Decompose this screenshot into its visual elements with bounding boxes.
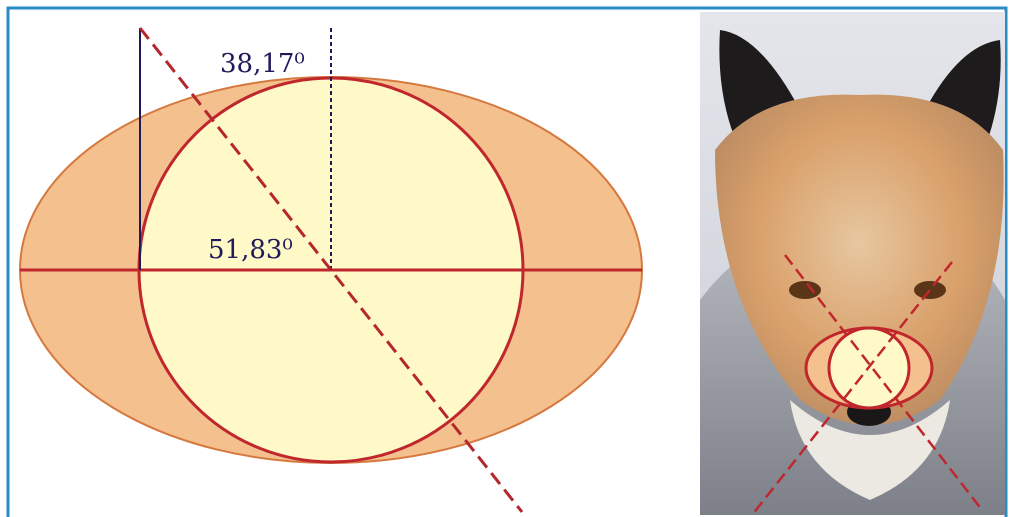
- page: 38,17⁰ 51,83⁰: [0, 0, 1010, 517]
- angle-label: 38,17⁰: [220, 49, 305, 79]
- angle-label: 51,83⁰: [208, 235, 293, 265]
- fox-photo: [700, 12, 1005, 515]
- geometry-diagram: 38,17⁰ 51,83⁰: [20, 28, 642, 512]
